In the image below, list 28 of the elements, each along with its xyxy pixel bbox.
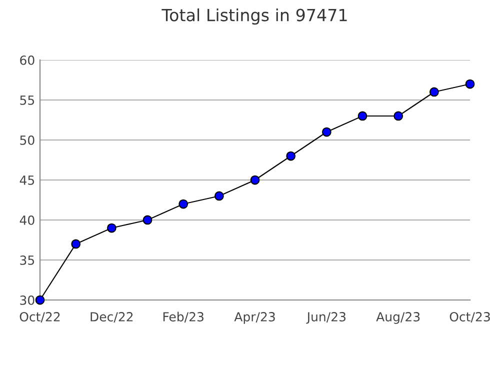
x-tick-label: Jun/23	[306, 312, 346, 324]
chart-title: Total Listings in 97471	[162, 8, 347, 25]
point	[286, 151, 296, 161]
point	[178, 199, 188, 209]
y-tick-label: 40	[20, 215, 34, 225]
y-tick-label: 35	[20, 255, 34, 265]
point	[394, 111, 404, 121]
y-tick-label: 30	[20, 295, 34, 305]
point	[142, 215, 152, 225]
y-tick-label: 55	[20, 96, 34, 105]
point	[250, 175, 260, 185]
x-tick-label: Apr/23	[234, 312, 275, 324]
x-tick-label: Feb/23	[163, 312, 204, 322]
x-tick-label: Oct/22	[20, 312, 60, 322]
point	[106, 223, 116, 233]
x-tick-label: Oct/23	[450, 312, 490, 322]
y-tick-label: 60	[20, 55, 34, 65]
y-tick-label: 50	[20, 135, 34, 145]
point	[429, 87, 439, 97]
point	[35, 295, 45, 305]
x-tick-label: Dec/22	[90, 312, 133, 322]
point	[465, 79, 475, 89]
y-tick-label: 45	[20, 176, 34, 185]
x-tick-label: Aug/23	[376, 312, 420, 324]
point	[71, 239, 81, 249]
point	[358, 111, 368, 121]
point	[322, 127, 332, 137]
point	[214, 191, 224, 201]
